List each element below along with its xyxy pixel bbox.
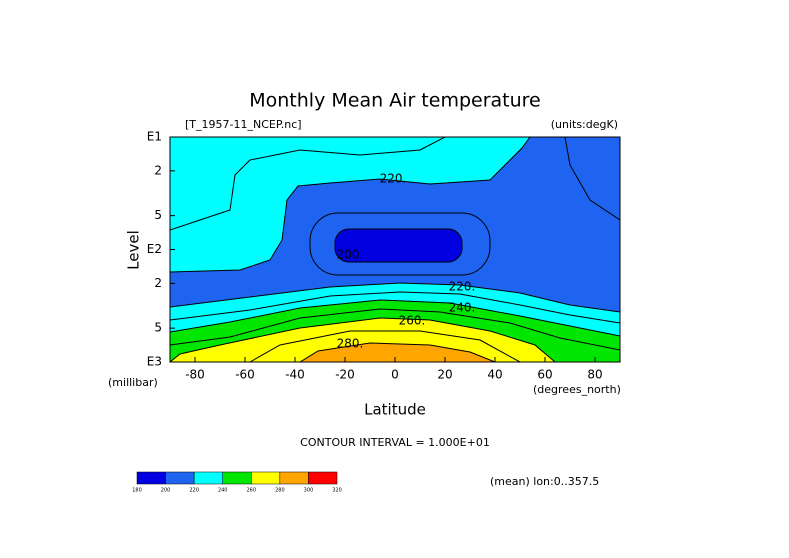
colorbar-label: 260 xyxy=(247,488,257,494)
y-tick-label: 2 xyxy=(154,276,162,290)
y-axis-title: Level xyxy=(125,230,143,270)
colorbar-box xyxy=(222,471,252,485)
x-unit: (degrees_north) xyxy=(533,383,621,396)
colorbar-box xyxy=(193,471,223,485)
x-axis-title: Latitude xyxy=(364,401,426,419)
contour-line xyxy=(170,317,556,362)
colorbar-label: 240 xyxy=(218,488,228,494)
contour-line xyxy=(170,137,446,231)
colorbar-label: 320 xyxy=(332,488,342,494)
colorbar-box xyxy=(136,471,166,485)
contour-label: 280. xyxy=(337,337,364,351)
contour-line xyxy=(170,308,620,351)
colorbar-label: 300 xyxy=(304,488,314,494)
contour-line xyxy=(170,299,620,337)
contour-label: 220. xyxy=(449,280,476,294)
plot-area xyxy=(170,137,620,362)
colorbar-box xyxy=(279,471,309,485)
x-tick-label: -40 xyxy=(285,368,305,382)
contour-line xyxy=(334,228,463,263)
colorbar-label: 180 xyxy=(132,488,142,494)
x-tick-label: 80 xyxy=(587,368,602,382)
contour-label: 260. xyxy=(399,314,426,328)
y-tick-label: E3 xyxy=(147,355,162,369)
x-tick-label: -80 xyxy=(185,368,205,382)
y-tick-label: 5 xyxy=(154,321,162,335)
chart-title: Monthly Mean Air temperature xyxy=(249,90,540,112)
contour-line xyxy=(564,137,620,221)
contour-label: 240. xyxy=(449,301,476,315)
contour-label: 200. xyxy=(337,248,364,262)
y-unit: (millibar) xyxy=(108,376,158,389)
file-name: [T_1957-11_NCEP.nc] xyxy=(185,118,302,131)
colorbar-label: 280 xyxy=(275,488,285,494)
x-tick-label: -60 xyxy=(235,368,255,382)
contour-line xyxy=(299,342,496,362)
y-tick-label: 5 xyxy=(154,208,162,222)
colorbar-label: 220 xyxy=(189,488,199,494)
y-tick-label: E2 xyxy=(147,242,162,256)
contour-interval: CONTOUR INTERVAL = 1.000E+01 xyxy=(300,436,490,449)
contour-label: 220. xyxy=(380,172,407,186)
y-tick-label: E1 xyxy=(147,130,162,144)
contour-fill xyxy=(170,137,530,272)
colorbar-box xyxy=(308,471,338,485)
units: (units:degK) xyxy=(551,118,618,131)
x-tick-label: 0 xyxy=(391,368,399,382)
x-tick-label: 60 xyxy=(537,368,552,382)
colorbar-label: 200 xyxy=(161,488,171,494)
x-tick-label: -20 xyxy=(335,368,355,382)
contour-line xyxy=(309,212,491,276)
contour-line xyxy=(249,330,521,362)
contour-fill xyxy=(300,343,495,362)
x-tick-label: 20 xyxy=(437,368,452,382)
contour-line xyxy=(170,291,620,324)
contour-line xyxy=(170,282,620,313)
colorbar-box xyxy=(165,471,195,485)
footnote: (mean) lon:0..357.5 xyxy=(490,475,599,488)
contour-fill xyxy=(335,229,462,262)
colorbar-box xyxy=(251,471,281,485)
contour-line xyxy=(170,137,531,273)
y-tick-label: 2 xyxy=(154,163,162,177)
x-tick-label: 40 xyxy=(487,368,502,382)
